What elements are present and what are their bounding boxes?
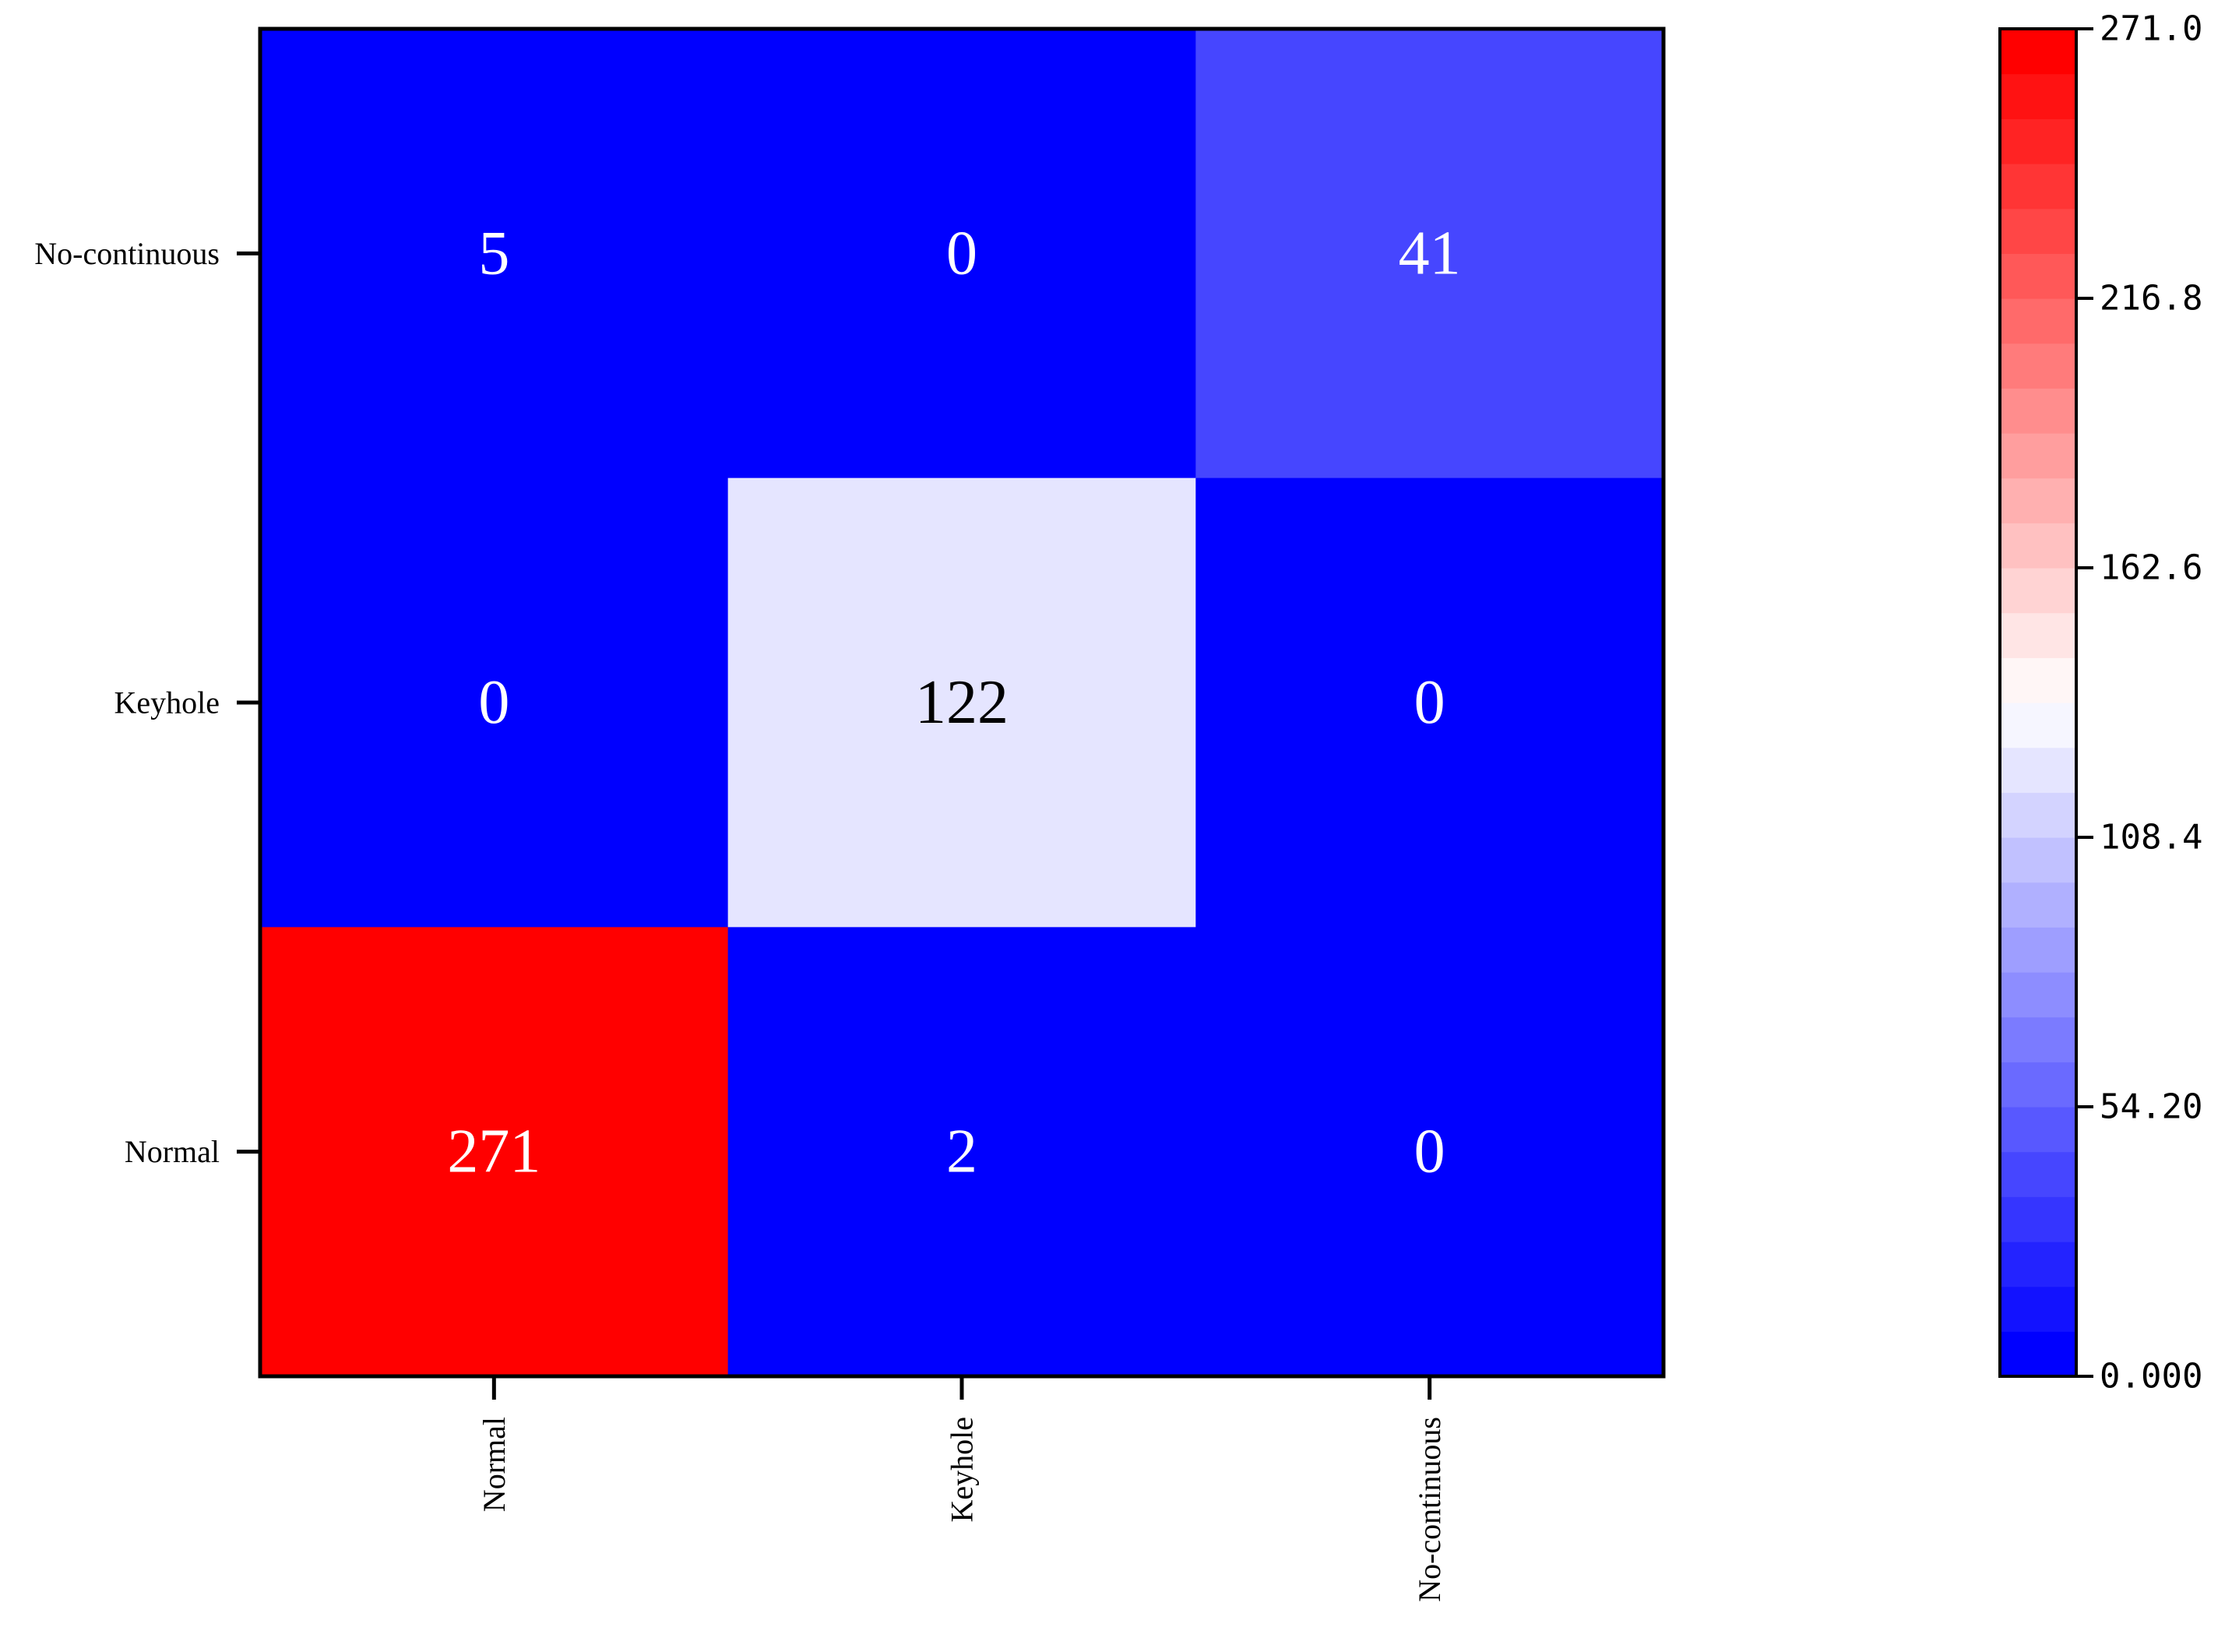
colorbar-segment (2000, 1331, 2076, 1377)
colorbar-tick-label: 54.20 (2100, 1087, 2202, 1127)
x-tick-label: Keyhole (945, 1417, 980, 1523)
cell-value-label: 0 (1414, 668, 1445, 737)
heatmap-cell (1195, 477, 1664, 928)
x-tick-label: No-continuous (1412, 1417, 1447, 1602)
heatmap-cell (260, 29, 729, 479)
heatmap-cell (727, 29, 1196, 479)
heatmap-value-labels: 5 0 41 0 122 0 271 2 0 (447, 219, 1460, 1185)
colorbar-segment (2000, 657, 2076, 703)
colorbar-segment (2000, 972, 2076, 1018)
colorbar-segment (2000, 792, 2076, 838)
colorbar-segment (2000, 927, 2076, 973)
colorbar-segment (2000, 1242, 2076, 1287)
heatmap-cell (727, 477, 1196, 928)
heatmap-cells (260, 29, 1664, 1377)
cell-value-label: 271 (447, 1118, 540, 1186)
colorbar-segment (2000, 882, 2076, 928)
colorbar-segment (2000, 118, 2076, 164)
cell-value-label: 5 (478, 219, 509, 287)
cell-value-label: 0 (946, 219, 977, 287)
cell-value-label: 122 (915, 668, 1009, 737)
y-tick-label: Normal (125, 1134, 220, 1169)
cell-value-label: 2 (946, 1118, 977, 1186)
colorbar-segment (2000, 1016, 2076, 1062)
colorbar-segment (2000, 343, 2076, 389)
colorbar-segment (2000, 747, 2076, 793)
colorbar-segment (2000, 1107, 2076, 1153)
y-tick-label: No-continuous (34, 236, 220, 271)
x-tick-label: Normal (477, 1417, 512, 1512)
x-axis: Normal Keyhole No-continuous (477, 1376, 1447, 1602)
heatmap-cell (260, 477, 729, 928)
colorbar-segment (2000, 433, 2076, 479)
colorbar-segment (2000, 253, 2076, 299)
colorbar-tick-label: 271.0 (2100, 9, 2202, 49)
heatmap-cell (727, 927, 1196, 1377)
colorbar-segment (2000, 1062, 2076, 1108)
colorbar-segment (2000, 477, 2076, 523)
colorbar-segment (2000, 298, 2076, 344)
cell-value-label: 0 (1414, 1118, 1445, 1186)
colorbar-segment (2000, 523, 2076, 569)
heatmap-cell (1195, 29, 1664, 479)
colorbar-segment (2000, 164, 2076, 210)
cell-value-label: 0 (478, 668, 509, 737)
colorbar-segment (2000, 568, 2076, 614)
cell-value-label: 41 (1399, 219, 1461, 287)
colorbar-segment (2000, 73, 2076, 119)
heatmap-cell (1195, 927, 1664, 1377)
colorbar-frame (1998, 27, 2078, 1378)
colorbar-segment (2000, 1196, 2076, 1242)
colorbar-tick-label: 162.6 (2100, 548, 2202, 588)
colorbar-tick-label: 0.000 (2100, 1357, 2202, 1397)
y-tick-label: Keyhole (114, 685, 220, 720)
y-axis: No-continuous Keyhole Normal (34, 236, 260, 1169)
colorbar-segment (2000, 612, 2076, 658)
colorbar-segment (2000, 29, 2076, 75)
colorbar-segment (2000, 703, 2076, 749)
colorbar-segment (2000, 1151, 2076, 1197)
colorbar-segment (2000, 1286, 2076, 1332)
colorbar: 0.000 54.20 108.4 162.6 216.8 271.0 (1998, 9, 2202, 1397)
colorbar-tick-label: 108.4 (2100, 818, 2202, 858)
colorbar-segment (2000, 837, 2076, 883)
colorbar-segment (2000, 208, 2076, 254)
colorbar-tick-label: 216.8 (2100, 279, 2202, 319)
colorbar-segment (2000, 388, 2076, 434)
heatmap-cell (260, 927, 729, 1377)
